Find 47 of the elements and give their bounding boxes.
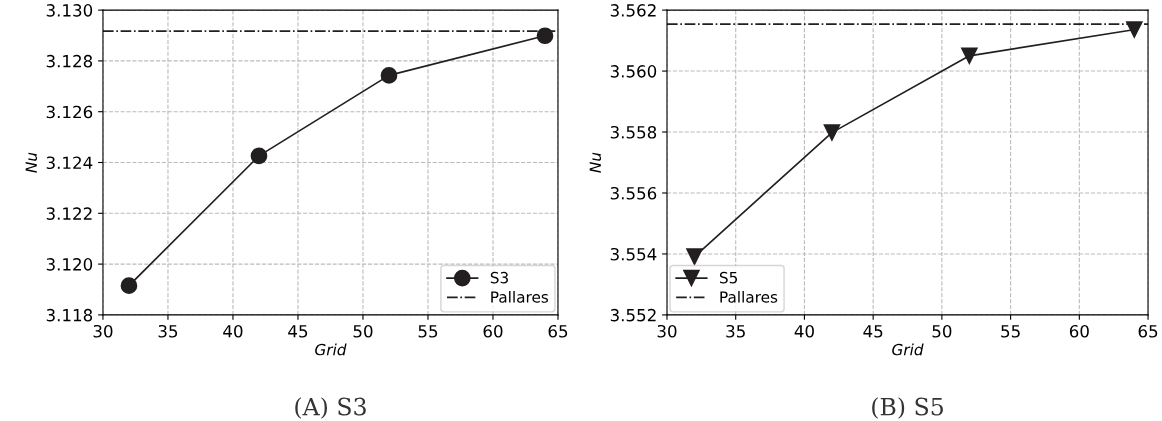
y-tick-label: 3.120 [46, 258, 93, 271]
y-tick-label: 3.122 [46, 207, 92, 220]
point [823, 124, 841, 141]
x-tick-label: 45 [288, 325, 308, 338]
point [250, 147, 268, 165]
text: (B) S5 [872, 397, 943, 419]
x-tick-label: 35 [158, 324, 178, 338]
legend-label: Pallares [720, 290, 778, 303]
y-axis-title: Nu [25, 152, 37, 173]
x-tick-label: 35 [726, 324, 745, 338]
point [686, 248, 703, 266]
y-tick-label: 3.126 [46, 105, 93, 119]
legend-label: S5 [719, 271, 738, 284]
point [536, 27, 554, 45]
y-tick-label: 3.128 [46, 54, 93, 68]
legend-label: S3 [490, 271, 508, 284]
x-tick-label: 55 [418, 325, 438, 338]
text: (A) S3 [295, 397, 366, 419]
x-tick-label: 50 [932, 324, 952, 338]
x-axis-title: Grid [892, 343, 924, 356]
x-tick-label: 60 [1069, 324, 1089, 338]
x-tick-label: 50 [353, 324, 373, 338]
y-tick-label: 3.124 [46, 156, 93, 170]
x-tick-label: 45 [863, 325, 883, 338]
y-tick-label: 3.118 [46, 308, 93, 322]
x-tick-label: 30 [93, 324, 113, 338]
y-tick-label: 3.562 [610, 4, 656, 17]
legend-label: Pallares [491, 290, 549, 303]
y-axis-title: Nu [589, 152, 602, 173]
y-tick-label: 3.556 [610, 186, 657, 200]
point [120, 277, 138, 295]
x-tick-label: 65 [1138, 324, 1158, 338]
y-tick-label: 3.130 [46, 4, 93, 17]
y-tick-label: 3.554 [610, 247, 657, 261]
x-tick-label: 65 [548, 324, 568, 338]
point [1125, 21, 1143, 38]
x-tick-label: 60 [483, 324, 503, 338]
x-axis-title: Grid [315, 343, 347, 356]
x-tick-label: 40 [223, 324, 243, 338]
x-tick-label: 40 [794, 324, 814, 338]
y-tick-label: 3.552 [610, 308, 656, 322]
point [961, 47, 978, 65]
x-tick-label: 30 [657, 324, 677, 338]
y-tick-label: 3.558 [610, 125, 657, 139]
x-tick-label: 55 [1001, 325, 1020, 338]
point [380, 67, 398, 84]
y-tick-label: 3.560 [610, 65, 657, 78]
